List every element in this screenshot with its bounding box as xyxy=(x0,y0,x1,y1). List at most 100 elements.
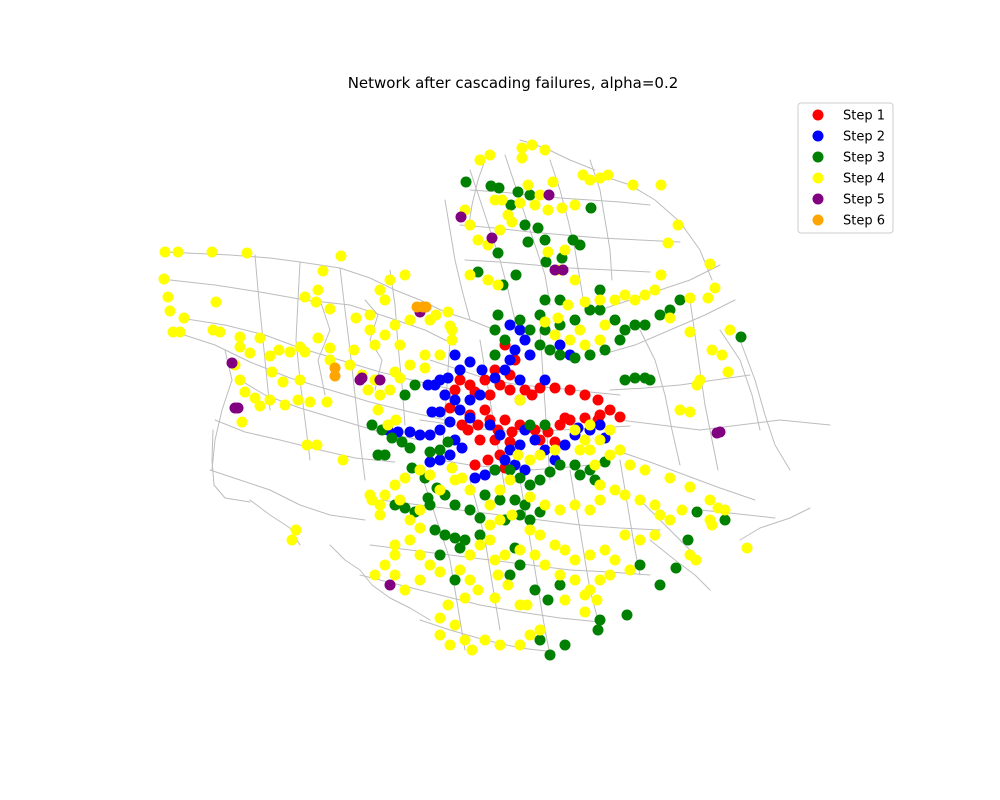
node-point-step-4-203 xyxy=(489,554,501,566)
node-point-step-4-14 xyxy=(244,347,256,359)
node-point-step-4-85 xyxy=(464,219,476,231)
node-point-step-4-78 xyxy=(484,149,496,161)
node-point-step-4-23 xyxy=(239,386,251,398)
node-point-step-4-34 xyxy=(337,454,349,466)
node-point-step-2-33 xyxy=(469,472,481,484)
node-point-step-4-115 xyxy=(709,282,721,294)
node-point-step-4-120 xyxy=(724,324,736,336)
node-point-step-4-196 xyxy=(579,589,591,601)
node-point-step-1-23 xyxy=(472,419,484,431)
node-point-step-4-29 xyxy=(304,396,316,408)
network-edge xyxy=(649,539,711,591)
node-point-step-4-157 xyxy=(639,464,651,476)
legend-marker-6 xyxy=(812,214,824,226)
node-point-step-4-100 xyxy=(655,179,667,191)
node-point-step-4-207 xyxy=(472,584,484,596)
node-point-step-3-39 xyxy=(524,324,536,336)
node-point-step-3-109 xyxy=(691,506,703,518)
node-point-step-3-3 xyxy=(512,186,524,198)
node-point-step-4-139 xyxy=(599,319,611,331)
node-point-step-3-8 xyxy=(539,234,551,246)
node-point-step-4-60 xyxy=(344,359,356,371)
node-point-step-4-237 xyxy=(389,569,401,581)
node-point-step-5-4 xyxy=(557,264,569,276)
network-edge xyxy=(444,199,471,321)
node-point-step-3-81 xyxy=(459,534,471,546)
node-point-step-1-44 xyxy=(479,404,491,416)
node-point-step-4-271 xyxy=(524,454,536,466)
legend-label-5: Step 5 xyxy=(843,193,885,208)
node-point-step-3-108 xyxy=(682,534,694,546)
network-edge xyxy=(539,329,551,481)
node-point-step-4-245 xyxy=(394,494,406,506)
node-point-step-4-88 xyxy=(494,224,506,236)
node-point-step-4-38 xyxy=(335,250,347,262)
node-point-step-4-70 xyxy=(324,354,336,366)
node-point-step-4-104 xyxy=(514,197,526,209)
node-point-step-3-35 xyxy=(584,349,596,361)
node-point-step-4-250 xyxy=(399,472,411,484)
node-point-step-4-232 xyxy=(414,549,426,561)
node-point-step-1-1 xyxy=(479,374,491,386)
node-point-step-2-14 xyxy=(422,379,434,391)
node-point-step-4-231 xyxy=(404,534,416,546)
node-point-step-1-49 xyxy=(449,384,461,396)
node-point-step-3-65 xyxy=(534,474,546,486)
node-point-step-3-72 xyxy=(519,499,531,511)
node-point-step-4-135 xyxy=(564,334,576,346)
node-point-step-3-66 xyxy=(544,466,556,478)
node-point-step-4-276 xyxy=(494,514,506,526)
node-point-step-4-68 xyxy=(434,349,446,361)
node-point-step-4-184 xyxy=(524,524,536,536)
node-point-step-4-137 xyxy=(579,339,591,351)
node-point-step-4-18 xyxy=(284,346,296,358)
node-point-step-3-71 xyxy=(509,494,521,506)
node-point-step-4-134 xyxy=(574,324,586,336)
node-point-step-4-235 xyxy=(414,574,426,586)
node-point-step-2-59 xyxy=(524,349,536,361)
node-point-step-3-6 xyxy=(519,219,531,231)
node-point-step-3-31 xyxy=(534,339,546,351)
node-point-step-4-188 xyxy=(569,554,581,566)
chart-title: Network after cascading failures, alpha=… xyxy=(348,74,679,92)
node-point-step-4-199 xyxy=(539,559,551,571)
node-point-step-4-168 xyxy=(704,494,716,506)
node-point-step-1-34 xyxy=(454,374,466,386)
node-point-step-4-106 xyxy=(542,246,554,258)
scatter-points xyxy=(158,139,753,661)
node-point-step-4-159 xyxy=(684,481,696,493)
node-point-step-4-178 xyxy=(649,529,661,541)
node-point-step-4-233 xyxy=(424,559,436,571)
node-point-step-3-111 xyxy=(735,331,747,343)
node-point-step-2-44 xyxy=(529,434,541,446)
node-point-step-3-74 xyxy=(514,509,526,521)
node-point-step-4-259 xyxy=(382,419,394,431)
node-point-step-4-44 xyxy=(364,309,376,321)
node-point-step-4-32 xyxy=(301,439,313,451)
node-point-step-4-263 xyxy=(434,484,446,496)
node-point-step-5-3 xyxy=(549,264,561,276)
node-point-step-4-112 xyxy=(662,237,674,249)
node-point-step-4-258 xyxy=(390,414,402,426)
node-point-step-1-33 xyxy=(444,402,456,414)
legend-label-6: Step 6 xyxy=(843,214,885,229)
node-point-step-1-11 xyxy=(592,394,604,406)
node-point-step-2-32 xyxy=(424,456,436,468)
network-edge xyxy=(359,569,431,621)
node-point-step-4-260 xyxy=(446,462,458,474)
node-point-step-4-183 xyxy=(539,499,551,511)
node-point-step-3-89 xyxy=(396,436,408,448)
node-point-step-3-63 xyxy=(514,472,526,484)
node-point-step-4-51 xyxy=(369,339,381,351)
network-edge xyxy=(329,544,361,571)
node-point-step-1-7 xyxy=(534,382,546,394)
node-point-step-3-120 xyxy=(409,379,421,391)
node-point-step-4-101 xyxy=(547,176,559,188)
node-point-step-5-8 xyxy=(374,374,386,386)
node-point-step-4-98 xyxy=(602,169,614,181)
node-point-step-3-103 xyxy=(594,614,606,626)
node-point-step-4-275 xyxy=(484,499,496,511)
node-point-step-4-228 xyxy=(579,606,591,618)
node-point-step-4-198 xyxy=(554,569,566,581)
node-point-step-4-15 xyxy=(254,332,266,344)
